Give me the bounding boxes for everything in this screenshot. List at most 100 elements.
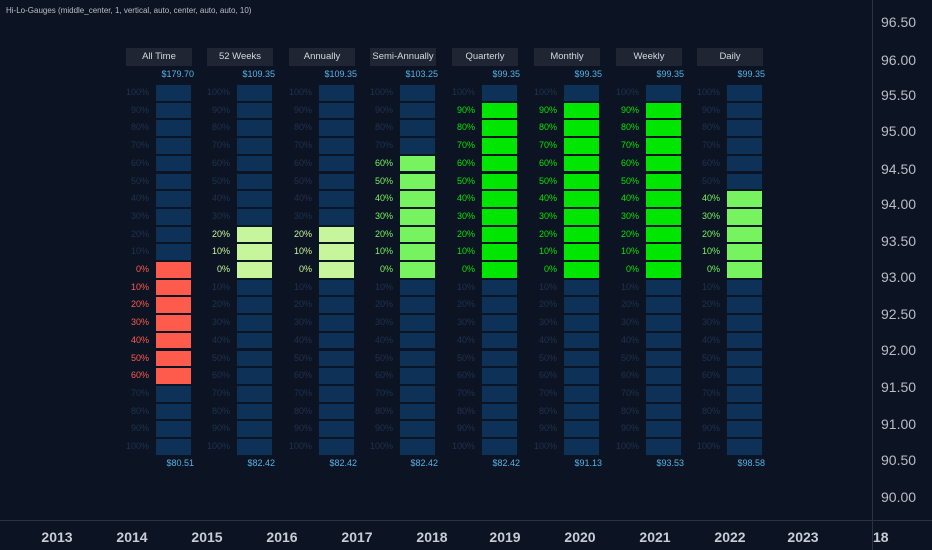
gauge-cell-label: 80%: [620, 405, 639, 416]
gauge-cell: [155, 367, 192, 385]
gauge-cell-label: 100%: [533, 441, 557, 451]
gauge-cell-label: 60%: [211, 157, 230, 168]
gauge-cell-label: 90%: [701, 423, 720, 434]
gauge-cell-label: 60%: [130, 370, 149, 381]
gauge-cell-label: 30%: [620, 317, 639, 328]
gauge-cell: [481, 420, 518, 438]
gauge-cell: [236, 137, 273, 155]
gauge-header-annually[interactable]: Annually: [289, 48, 355, 66]
gauge-cell: [318, 190, 355, 208]
gauge-cell-label: 40%: [211, 193, 230, 204]
gauge-header-monthly[interactable]: Monthly: [534, 48, 600, 66]
gauge-cell-label: 30%: [538, 210, 557, 221]
price-tick-label: 96.50: [881, 14, 917, 30]
gauge-cell-label: 70%: [456, 140, 475, 151]
gauge-cell: [645, 225, 682, 244]
price-axis[interactable]: 96.50 96.00 95.50 95.00 94.50 94.00 93.50 93.00…: [872, 0, 932, 520]
gauge-cell-label: 50%: [374, 352, 393, 363]
time-tick-label: 2019: [489, 529, 521, 545]
gauge-header-semi-annually[interactable]: Semi-Annually: [370, 48, 436, 66]
time-tick-label: 2021: [639, 529, 671, 545]
gauge-cell: [563, 243, 600, 261]
gauge-cell: [481, 101, 518, 120]
gauge-cell-label: 20%: [211, 228, 230, 239]
time-tick-label: 2023: [787, 529, 819, 545]
gauge-header-weekly[interactable]: Weekly: [616, 48, 682, 66]
price-axis-corner: 18: [872, 520, 932, 550]
gauge-cell: [236, 278, 273, 297]
gauge-cell-label: 70%: [701, 140, 720, 151]
gauge-cell: [318, 119, 355, 138]
time-tick-label: 2013: [41, 529, 73, 545]
gauge-cell-label: 60%: [701, 157, 720, 168]
gauge-cell-label: 40%: [701, 334, 720, 345]
price-tick-label: 94.50: [881, 161, 917, 177]
gauge-cell: [399, 438, 436, 456]
gauge-cell: [399, 225, 436, 244]
gauge-cell: [318, 84, 355, 102]
gauge-cell-label: 90%: [620, 104, 639, 115]
gauge-cell: [481, 314, 518, 332]
gauge-cell-label: 10%: [701, 281, 720, 292]
price-tick-label: 95.50: [881, 87, 917, 103]
gauge-cell: [155, 296, 192, 315]
gauge-cell: [563, 101, 600, 120]
gauge-cell-label: 0%: [461, 264, 475, 274]
gauge-cell-label: 100%: [615, 441, 639, 451]
time-tick-label: 2017: [341, 529, 373, 545]
price-tick-label: 91.50: [881, 379, 917, 395]
gauge-cell-label: 0%: [216, 264, 230, 274]
gauge-cell-label: 50%: [456, 175, 475, 186]
gauge-cell-label: 50%: [538, 175, 557, 186]
time-axis[interactable]: 2013 2014 2015 2016 2017 2018 2019 2020 2021 2022…: [0, 520, 872, 550]
gauge-cell-label: 40%: [456, 334, 475, 345]
gauge-cell: [563, 137, 600, 155]
gauge-cell-label: 100%: [206, 87, 230, 97]
gauge-cell: [318, 243, 355, 261]
gauge-cell-label: 100%: [451, 441, 475, 451]
gauge-cell-label: 60%: [538, 157, 557, 168]
gauge-cell: [726, 225, 763, 244]
gauge-cell-label: 30%: [374, 317, 393, 328]
gauge-cell: [726, 119, 763, 138]
gauge-cell-label: 100%: [369, 441, 393, 451]
gauge-cell: [726, 349, 763, 368]
gauge-cell-label: 50%: [293, 175, 312, 186]
gauge-cell-label: 90%: [211, 423, 230, 434]
gauge-cell-label: 60%: [293, 370, 312, 381]
gauge-cell-label: 20%: [293, 228, 312, 239]
gauge-cell: [645, 84, 682, 102]
gauge-cell-label: 30%: [701, 210, 720, 221]
gauge-header-daily[interactable]: Daily: [697, 48, 763, 66]
gauge-cell-label: 40%: [293, 193, 312, 204]
gauge-header-52-weeks[interactable]: 52 Weeks: [207, 48, 273, 66]
gauge-cell-label: 10%: [293, 281, 312, 292]
gauge-cell: [155, 438, 192, 456]
gauge-cell: [645, 296, 682, 315]
gauge-bar-daily: [726, 84, 763, 456]
gauge-cell: [726, 420, 763, 438]
gauge-cell: [155, 207, 192, 226]
gauge-bar-weekly: [645, 84, 682, 456]
gauge-cell-label: 20%: [456, 299, 475, 310]
gauge-cell-label: 90%: [211, 104, 230, 115]
gauge-cell-label: 80%: [130, 122, 149, 133]
gauge-cell: [155, 225, 192, 244]
gauge-cell-label: 40%: [130, 334, 149, 345]
gauge-cell-label: 40%: [538, 193, 557, 204]
gauge-cell: [563, 367, 600, 385]
gauge-cell: [726, 243, 763, 261]
gauge-header-quarterly[interactable]: Quarterly: [452, 48, 518, 66]
indicator-title[interactable]: Hi-Lo-Gauges (middle_center, 1, vertical…: [6, 6, 252, 15]
gauge-bar-all-time: [155, 84, 192, 456]
gauge-cell: [481, 119, 518, 138]
price-tick-label: 91.00: [881, 416, 917, 432]
gauge-cell-label: 10%: [620, 246, 639, 257]
gauge-cell: [726, 154, 763, 173]
gauge-header-all-time[interactable]: All Time: [126, 48, 192, 66]
gauge-cell-label: 0%: [706, 264, 720, 274]
gauge-cell-label: 70%: [701, 387, 720, 398]
gauge-cell-label: 20%: [701, 299, 720, 310]
gauge-cell-label: 70%: [211, 387, 230, 398]
gauge-cell: [645, 420, 682, 438]
